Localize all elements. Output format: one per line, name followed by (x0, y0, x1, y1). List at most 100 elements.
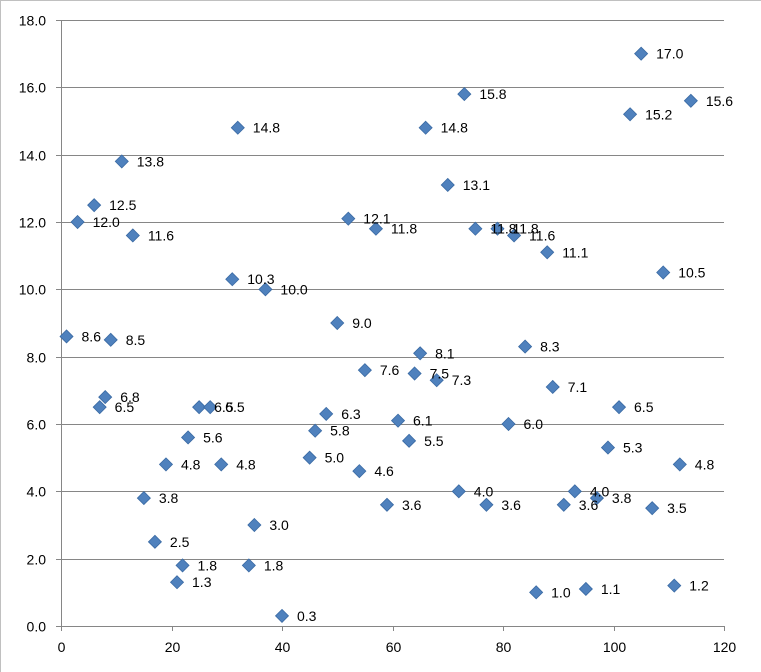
data-label: 6.5 (634, 399, 654, 415)
data-point (241, 558, 256, 573)
data-labels: 8.612.012.56.56.88.513.811.63.82.54.81.3… (82, 46, 734, 624)
data-label: 1.3 (192, 574, 212, 590)
data-point (468, 221, 483, 236)
data-point (600, 440, 616, 455)
y-tick-label: 16.0 (19, 80, 46, 96)
data-label: 8.5 (126, 332, 146, 348)
data-point (192, 400, 207, 415)
data-point (158, 457, 174, 472)
data-point (59, 329, 74, 344)
data-point (667, 578, 682, 593)
data-label: 10.0 (280, 281, 307, 297)
data-label: 4.8 (181, 456, 201, 472)
data-label: 14.8 (253, 120, 280, 136)
data-point (274, 608, 290, 623)
data-point (634, 46, 649, 61)
data-label: 17.0 (656, 46, 683, 62)
data-label: 15.2 (645, 106, 672, 122)
data-point (567, 484, 582, 499)
data-point (136, 491, 151, 506)
data-label: 15.6 (706, 93, 733, 109)
data-label: 12.1 (363, 211, 390, 227)
data-point (418, 120, 433, 135)
data-label: 4.6 (374, 463, 394, 479)
data-point (225, 272, 240, 287)
data-label: 1.1 (601, 581, 621, 597)
data-point (98, 390, 113, 405)
y-tick-label: 18.0 (19, 13, 46, 29)
data-point (230, 120, 245, 135)
data-point (379, 497, 395, 512)
data-point (672, 457, 687, 472)
data-point (319, 406, 334, 421)
y-tick-label: 0.0 (27, 619, 47, 635)
data-label: 11.6 (148, 227, 174, 243)
data-label: 7.5 (430, 366, 450, 382)
data-point (683, 93, 698, 108)
data-label: 6.5 (214, 399, 234, 415)
data-point (70, 214, 85, 230)
data-label: 14.8 (441, 120, 468, 136)
data-label: 11.8 (391, 221, 417, 237)
y-tick-label: 4.0 (27, 484, 47, 500)
data-label: 6.0 (524, 416, 544, 432)
data-point (611, 400, 627, 415)
x-tick-label: 40 (275, 639, 291, 655)
y-tick-label: 14.0 (19, 148, 46, 164)
data-point (147, 534, 162, 549)
data-point (440, 177, 455, 193)
data-label: 4.0 (590, 483, 610, 499)
data-point (368, 221, 383, 236)
data-label: 11.8 (512, 221, 538, 237)
data-point (302, 450, 317, 465)
data-point (656, 265, 671, 280)
data-point (506, 228, 522, 243)
data-label: 11.6 (529, 227, 555, 243)
data-label: 1.8 (198, 557, 218, 573)
data-label: 6.5 (115, 399, 135, 415)
data-point (214, 457, 229, 472)
data-point (589, 491, 604, 506)
axes (56, 20, 725, 631)
data-label: 1.8 (264, 557, 284, 573)
x-tick-label: 0 (58, 639, 66, 655)
data-point (247, 517, 262, 533)
data-point (258, 282, 273, 297)
data-label: 8.1 (435, 345, 455, 361)
data-label: 12.5 (109, 197, 136, 213)
data-label: 3.0 (269, 517, 289, 533)
data-point (578, 581, 593, 597)
data-label: 11.8 (490, 221, 516, 237)
data-point (540, 245, 555, 260)
data-label: 8.6 (82, 328, 102, 344)
y-tick-label: 8.0 (27, 350, 47, 366)
data-label: 6.1 (413, 413, 433, 429)
y-tick-label: 2.0 (27, 552, 47, 568)
data-label: 13.8 (137, 153, 164, 169)
x-tick-label: 20 (165, 639, 181, 655)
data-point (357, 363, 372, 378)
data-point (92, 400, 107, 415)
data-point (407, 366, 422, 381)
data-label: 9.0 (352, 315, 372, 331)
data-label: 5.3 (623, 440, 643, 456)
data-point (87, 198, 102, 213)
data-label: 3.6 (501, 497, 521, 513)
data-label: 5.8 (330, 423, 350, 439)
data-point (490, 221, 505, 236)
x-tick-label: 100 (603, 639, 627, 655)
data-point (169, 575, 185, 590)
data-point (125, 228, 140, 243)
data-label: 1.0 (551, 584, 571, 600)
data-point (181, 430, 196, 445)
data-label: 4.0 (474, 483, 494, 499)
data-label: 3.5 (667, 500, 687, 516)
data-label: 3.8 (612, 490, 632, 506)
data-points (59, 46, 698, 623)
data-point (645, 501, 660, 516)
data-point (402, 433, 417, 448)
data-label: 4.8 (695, 456, 715, 472)
data-point (451, 484, 466, 499)
y-axis-ticks: 0.0 2.0 4.0 6.0 8.0 10.0 12.0 14.0 16.0 18.0 (19, 13, 46, 635)
